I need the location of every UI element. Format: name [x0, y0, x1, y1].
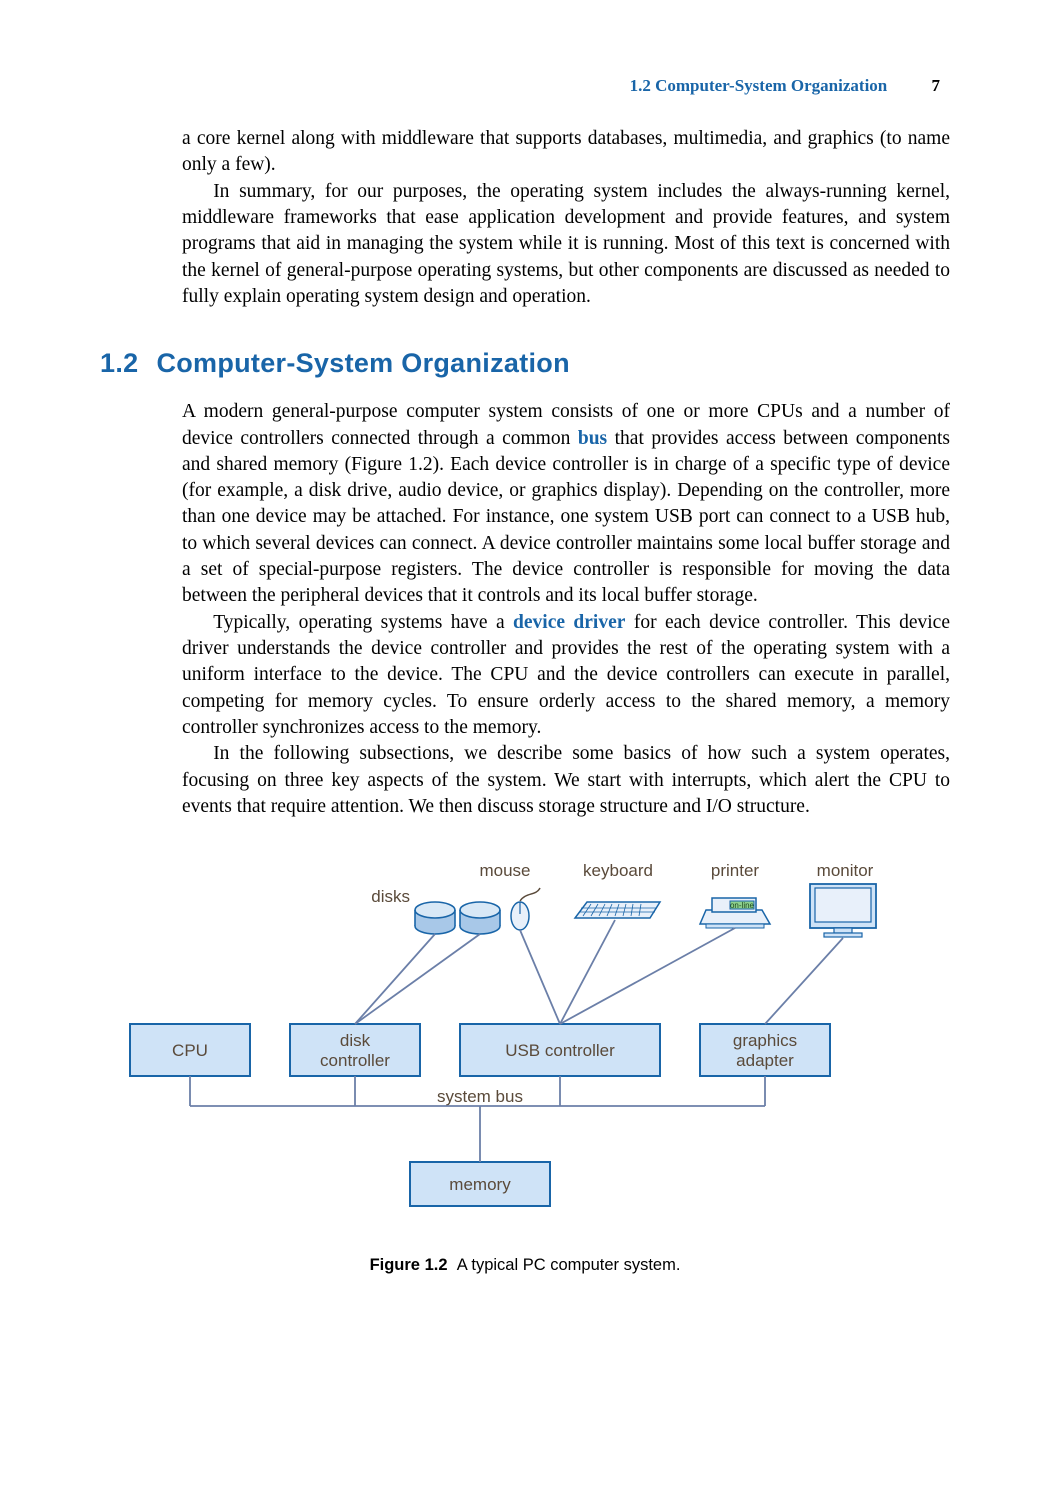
- label-online: on-line: [730, 901, 755, 910]
- section-heading: 1.2 Computer-System Organization: [100, 348, 950, 379]
- label-printer: printer: [711, 861, 760, 880]
- label-disk-controller-2: controller: [320, 1051, 390, 1070]
- mouse-icon: [511, 888, 540, 930]
- paragraph-4: Typically, operating systems have a devi…: [182, 610, 950, 742]
- figure-1-2: mouse keyboard printer monitor disks: [100, 854, 950, 1275]
- label-monitor: monitor: [817, 861, 874, 880]
- system-diagram: mouse keyboard printer monitor disks: [110, 854, 940, 1234]
- connection-lines: [355, 920, 843, 1024]
- label-disk-controller-1: disk: [340, 1031, 371, 1050]
- caption-label: Figure 1.2: [370, 1256, 448, 1274]
- label-keyboard: keyboard: [583, 861, 653, 880]
- label-graphics-1: graphics: [733, 1031, 797, 1050]
- caption-text: A typical PC computer system.: [457, 1256, 681, 1274]
- paragraph-5: In the following subsections, we describ…: [182, 741, 950, 820]
- header-page-number: 7: [932, 76, 941, 95]
- disks-icon: [415, 902, 500, 934]
- keyboard-icon: [575, 902, 660, 918]
- paragraph-2: In summary, for our purposes, the operat…: [182, 179, 950, 311]
- printer-icon: on-line: [700, 898, 770, 928]
- label-usb-controller: USB controller: [505, 1041, 615, 1060]
- intro-paragraphs: a core kernel along with middleware that…: [182, 126, 950, 310]
- label-cpu: CPU: [172, 1041, 208, 1060]
- label-graphics-2: adapter: [736, 1051, 794, 1070]
- label-mouse: mouse: [479, 861, 530, 880]
- monitor-icon: [810, 884, 876, 937]
- running-header: 1.2 Computer-System Organization 7: [100, 76, 950, 96]
- section-number: 1.2: [100, 348, 138, 378]
- header-section: 1.2 Computer-System Organization: [630, 76, 888, 95]
- label-disks: disks: [371, 887, 410, 906]
- term-device-driver: device driver: [513, 612, 625, 633]
- section-body: A modern general-purpose computer system…: [182, 399, 950, 820]
- section-title: Computer-System Organization: [156, 348, 569, 378]
- label-memory: memory: [449, 1175, 511, 1194]
- paragraph-1: a core kernel along with middleware that…: [182, 126, 950, 179]
- figure-caption: Figure 1.2 A typical PC computer system.: [100, 1256, 950, 1275]
- term-bus: bus: [578, 428, 607, 449]
- paragraph-3: A modern general-purpose computer system…: [182, 399, 950, 610]
- label-system-bus: system bus: [437, 1087, 523, 1106]
